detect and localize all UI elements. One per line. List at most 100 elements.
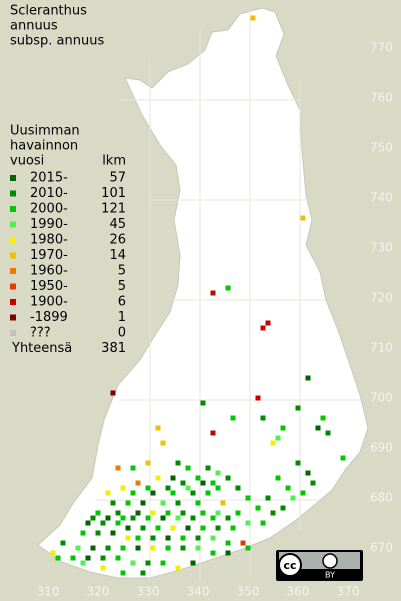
legend-swatch <box>10 283 16 290</box>
legend-count-heading: lkm <box>102 154 126 169</box>
legend-label: 1990- <box>30 217 68 232</box>
grid-square <box>200 400 206 406</box>
grid-square <box>200 525 206 531</box>
legend-swatch <box>10 314 16 321</box>
grid-square <box>135 545 141 551</box>
grid-square <box>230 525 236 531</box>
grid-square <box>90 545 96 551</box>
x-coordinate-label: 320 <box>87 585 110 599</box>
grid-square <box>120 485 126 491</box>
occurrence-squares <box>50 15 346 576</box>
grid-square <box>120 570 126 576</box>
y-coordinate-label: 680 <box>370 491 393 505</box>
legend-count: 5 <box>118 279 126 294</box>
grid-square <box>180 545 186 551</box>
y-coordinate-label: 770 <box>370 41 393 55</box>
grid-square <box>245 520 251 526</box>
grid-square <box>160 515 166 521</box>
grid-square <box>295 405 301 411</box>
grid-square <box>190 490 196 496</box>
grid-square <box>170 525 176 531</box>
grid-square <box>145 460 151 466</box>
x-coordinate-label: 310 <box>37 585 60 599</box>
grid-square <box>205 490 211 496</box>
grid-square <box>85 520 91 526</box>
grid-square <box>50 550 56 556</box>
grid-square <box>120 545 126 551</box>
grid-square <box>240 540 246 546</box>
legend-swatch <box>10 237 16 243</box>
grid-square <box>55 555 61 561</box>
y-coordinate-label: 700 <box>370 391 393 405</box>
grid-square <box>115 520 121 526</box>
grid-square <box>100 565 106 571</box>
legend-label: 1950- <box>30 279 68 294</box>
grid-square <box>145 560 151 566</box>
grid-square <box>270 510 276 516</box>
grid-square <box>245 495 251 501</box>
grid-square <box>305 470 311 476</box>
grid-square <box>315 425 321 431</box>
grid-square <box>120 515 126 521</box>
x-coordinate-label: 350 <box>237 585 260 599</box>
grid-square <box>110 500 116 506</box>
grid-square <box>200 480 206 486</box>
grid-square <box>320 415 326 421</box>
legend-heading: havainnon <box>10 139 78 154</box>
legend-label: 1960- <box>30 264 68 279</box>
grid-square <box>145 515 151 521</box>
legend-count: 101 <box>101 186 126 201</box>
grid-square <box>310 480 316 486</box>
finland-outline <box>37 7 369 579</box>
legend-heading: vuosi <box>10 154 44 169</box>
grid-square <box>115 555 121 561</box>
grid-square <box>125 535 131 541</box>
grid-square <box>95 510 101 516</box>
legend-count: 6 <box>118 295 126 310</box>
grid-square <box>175 460 181 466</box>
grid-square <box>340 455 346 461</box>
grid-square <box>110 390 116 396</box>
grid-lines <box>95 10 360 580</box>
legend-swatch <box>10 221 16 228</box>
grid-square <box>100 520 106 526</box>
grid-square <box>275 475 281 481</box>
grid-square <box>115 465 121 471</box>
grid-square <box>245 545 251 551</box>
legend-label: 1970- <box>30 248 68 263</box>
grid-square <box>155 475 161 481</box>
legend-count: 0 <box>118 326 126 341</box>
grid-square <box>215 485 221 491</box>
grid-square <box>210 430 216 436</box>
grid-square <box>165 510 171 516</box>
grid-square <box>265 495 271 501</box>
total-count: 381 <box>101 341 126 356</box>
grid-square <box>270 440 276 446</box>
badge-cc-circle <box>278 553 302 577</box>
legend-swatch <box>10 268 16 274</box>
species-title: Scleranthus <box>10 4 87 19</box>
grid-square <box>175 515 181 521</box>
grid-square <box>235 485 241 491</box>
grid-square <box>210 550 216 556</box>
legend-count: 121 <box>101 202 126 217</box>
y-coordinate-label: 730 <box>370 241 393 255</box>
grid-square <box>125 500 131 506</box>
grid-square <box>175 500 181 506</box>
grid-square <box>105 490 111 496</box>
legend-label: -1899 <box>30 310 68 325</box>
grid-square <box>305 375 311 381</box>
grid-square <box>235 510 241 516</box>
grid-square <box>170 475 176 481</box>
grid-square <box>230 415 236 421</box>
grid-square <box>165 485 171 491</box>
grid-square <box>210 480 216 486</box>
legend-count: 57 <box>109 171 126 186</box>
grid-square <box>60 540 66 546</box>
grid-square <box>275 435 281 441</box>
grid-square <box>85 555 91 561</box>
grid-square <box>195 500 201 506</box>
grid-square <box>225 515 231 521</box>
grid-square <box>260 520 266 526</box>
